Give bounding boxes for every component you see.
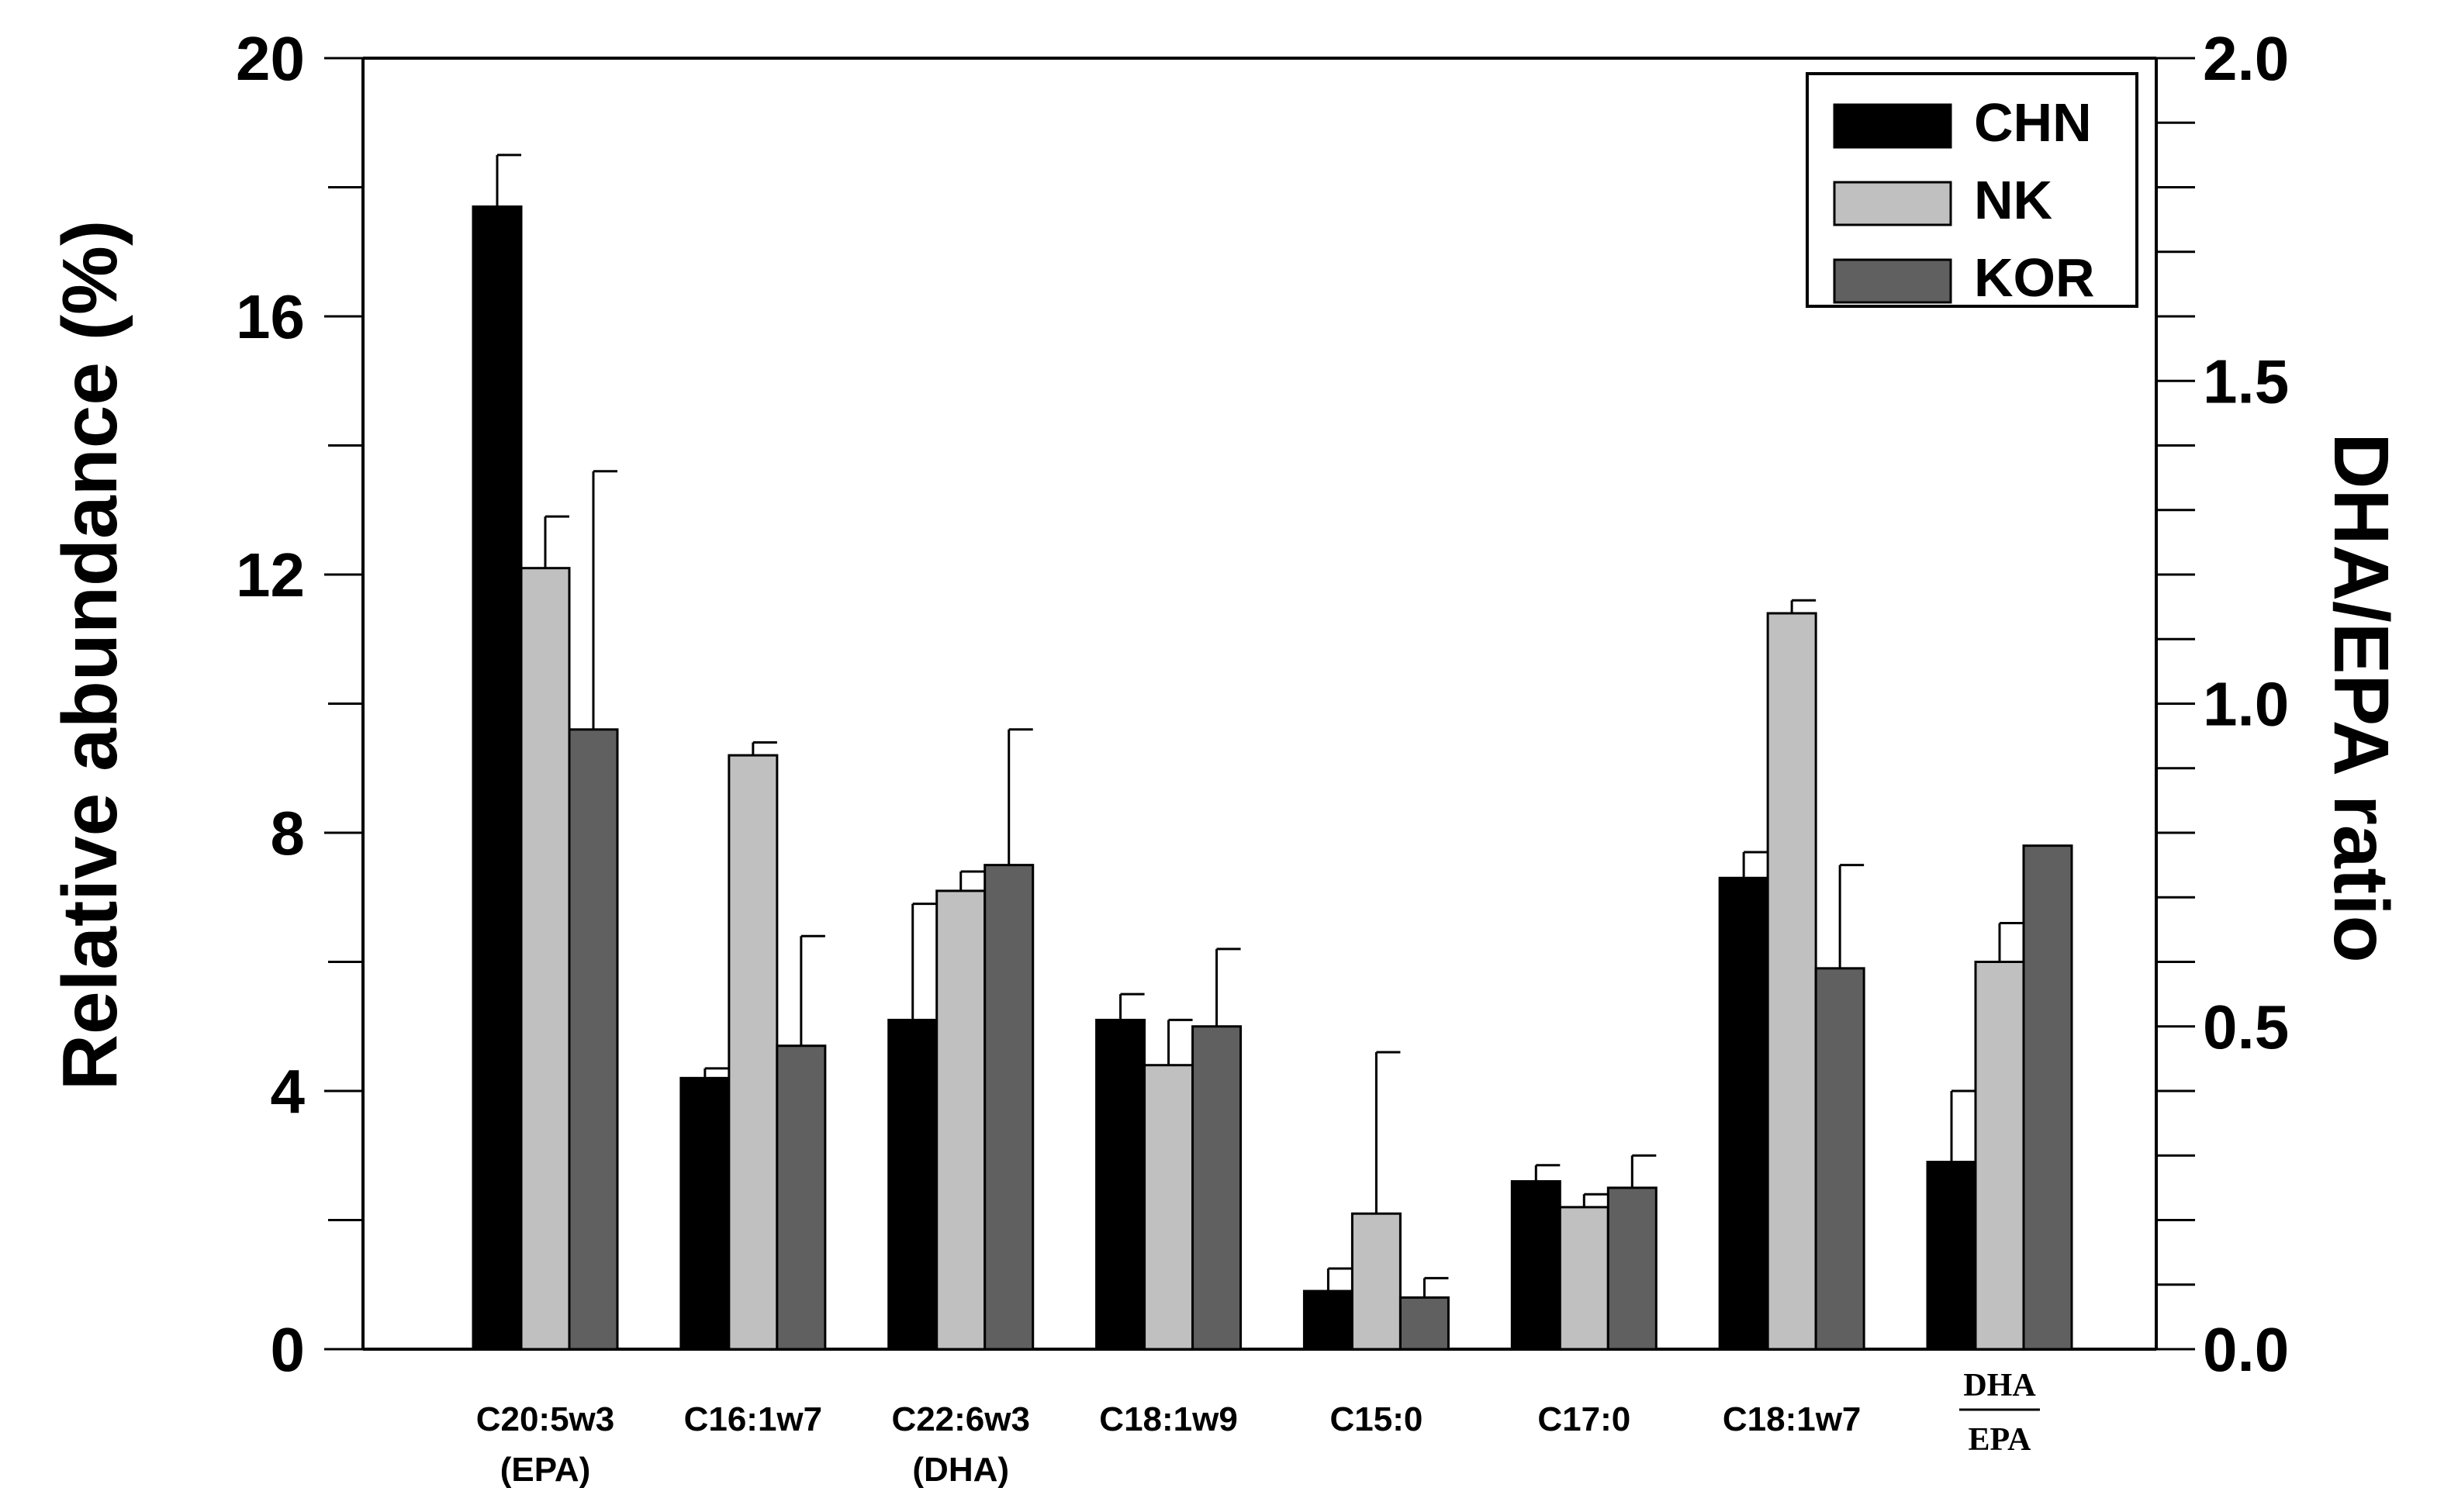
category-label: C15:0	[1330, 1400, 1423, 1438]
bar-kor	[984, 864, 1035, 1351]
legend-label-nk: NK	[1974, 170, 2052, 230]
legend-swatch-kor	[1833, 258, 1952, 304]
category-label: C20:5w3	[476, 1400, 615, 1438]
bar-nk	[1558, 1206, 1609, 1351]
bar-kor	[1606, 1186, 1658, 1351]
category-label-sub: (DHA)	[912, 1451, 1009, 1489]
bar-chn	[1095, 1018, 1146, 1351]
y-tick-label: 20	[236, 24, 305, 93]
legend: CHN NK KOR	[1806, 72, 2138, 308]
bar-chn	[1718, 876, 1769, 1351]
bar-nk	[728, 754, 779, 1351]
y-tick-label: 16	[236, 282, 305, 351]
category-label: C18:1w7	[1723, 1400, 1862, 1438]
bar-kor	[2022, 844, 2073, 1351]
bar-nk	[935, 889, 987, 1351]
legend-label-chn: CHN	[1974, 92, 2092, 153]
bar-chn	[1926, 1161, 1977, 1351]
bar-kor	[568, 728, 619, 1351]
y2-tick-label: 1.0	[2203, 670, 2289, 739]
category-labels: C20:5w3 (EPA) C16:1w7 C22:6w3 (DHA) C18:1w9 C1…	[476, 1368, 2040, 1489]
category-label: C18:1w9	[1099, 1400, 1238, 1438]
bars	[472, 205, 2073, 1351]
bar-nk	[1974, 961, 2025, 1351]
bar-nk	[1350, 1212, 1402, 1351]
y-tick-label: 12	[236, 540, 305, 609]
y-tick-label: 8	[271, 799, 306, 868]
bar-chn	[1510, 1180, 1561, 1351]
bar-chn	[887, 1018, 939, 1351]
bar-kor	[1191, 1025, 1243, 1351]
y-tick-label: 4	[271, 1057, 306, 1126]
category-label-numerator: DHA	[1963, 1368, 2036, 1403]
category-label: C17:0	[1537, 1400, 1630, 1438]
y2-tick-label: 1.5	[2203, 347, 2289, 416]
y2-tick-label: 0.5	[2203, 992, 2289, 1062]
right-y-axis: 0.0 0.5 1.0 1.5 2.0	[2156, 24, 2289, 1384]
legend-label-kor: KOR	[1974, 247, 2095, 308]
bar-kor	[1814, 967, 1865, 1351]
y-tick-label: 0	[271, 1315, 306, 1384]
legend-swatch-nk	[1833, 181, 1952, 226]
bar-chn	[679, 1076, 731, 1351]
category-label-denominator: EPA	[1969, 1422, 2032, 1458]
bar-nk	[520, 567, 571, 1351]
y2-axis-title: DHA/EPA ratio	[2318, 433, 2404, 962]
category-label: C22:6w3	[891, 1400, 1030, 1438]
left-y-axis: 0 4 8 12 16 20	[236, 24, 363, 1384]
y-axis-title: Relative abundance (%)	[47, 220, 133, 1091]
error-bars	[496, 154, 2024, 1298]
bar-chn	[1302, 1289, 1353, 1351]
bar-chn	[472, 205, 523, 1351]
category-label-sub: (EPA)	[500, 1451, 591, 1489]
category-label: C16:1w7	[684, 1400, 823, 1438]
legend-swatch-chn	[1833, 103, 1952, 149]
bar-kor	[1398, 1296, 1450, 1351]
bar-nk	[1766, 612, 1817, 1351]
bar-nk	[1143, 1064, 1194, 1351]
y2-tick-label: 2.0	[2203, 24, 2289, 93]
y2-tick-label: 0.0	[2203, 1315, 2289, 1384]
bar-kor	[776, 1044, 827, 1351]
